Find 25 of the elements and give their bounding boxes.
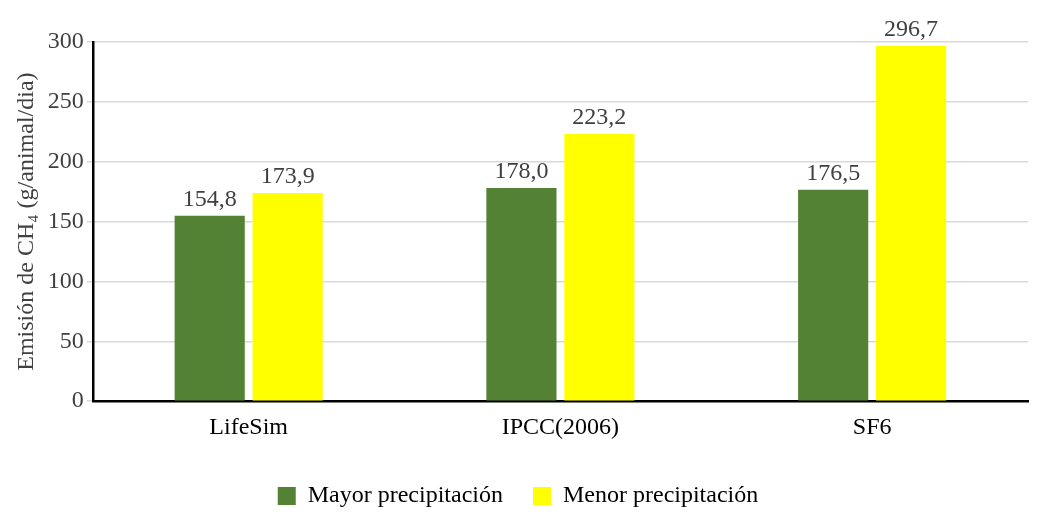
bar: [876, 45, 947, 401]
data-label: 223,2: [572, 103, 627, 130]
bar: [486, 188, 557, 401]
bar: [564, 133, 635, 401]
bar: [252, 192, 323, 401]
legend-label: Menor precipitación: [563, 481, 759, 508]
x-tick-label: LifeSim: [209, 412, 289, 439]
data-label: 154,8: [182, 185, 237, 212]
data-label: 176,5: [806, 159, 861, 186]
y-tick-label: 200: [47, 147, 84, 174]
data-label: 178,0: [494, 157, 549, 184]
y-tick-label: 300: [47, 27, 84, 54]
y-tick-label: 0: [71, 386, 84, 413]
x-tick-label: IPCC(2006): [501, 412, 620, 439]
x-tick-label: SF6: [852, 412, 892, 439]
data-label: 173,9: [260, 162, 315, 189]
legend-label: Mayor precipitación: [307, 481, 504, 508]
y-tick-label: 50: [59, 326, 84, 353]
data-label: 296,7: [884, 15, 939, 42]
y-tick-label: 250: [47, 87, 84, 114]
y-tick-label: 150: [47, 206, 84, 233]
bar: [174, 215, 245, 401]
bar: [798, 189, 869, 401]
y-tick-label: 100: [47, 266, 84, 293]
y-axis-title: Emisión de CH₄ (g/animal/dia): [11, 72, 38, 371]
